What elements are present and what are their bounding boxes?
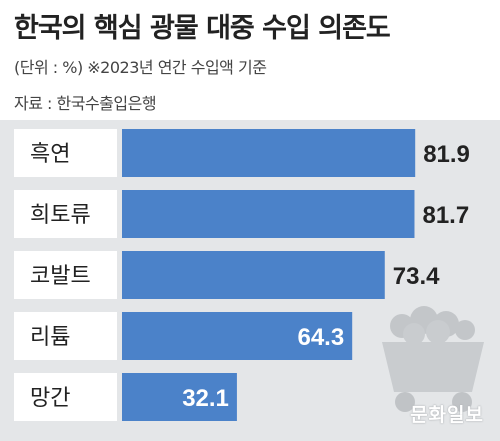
bar — [122, 190, 415, 238]
category-label-box — [14, 190, 117, 238]
value-label: 64.3 — [297, 324, 344, 351]
category-label-box — [14, 251, 117, 299]
unit-note: (단위 : %) ※2023년 연간 수입액 기준 — [14, 58, 267, 77]
category-label-box — [14, 129, 117, 177]
value-label: 81.7 — [422, 202, 469, 229]
category-label: 코발트 — [30, 264, 91, 289]
chart-title: 한국의 핵심 광물 대중 수입 의존도 — [14, 13, 391, 44]
category-label: 망간 — [30, 386, 70, 411]
publisher-watermark: 문화일보 — [410, 404, 484, 426]
bar — [122, 251, 385, 299]
mine-cart-icon — [382, 306, 484, 412]
category-label: 흑연 — [30, 142, 70, 167]
category-label-box — [14, 312, 117, 360]
source-note: 자료 : 한국수출입은행 — [14, 94, 157, 113]
bar — [122, 373, 237, 421]
bar — [122, 129, 416, 177]
category-label: 리튬 — [30, 325, 70, 350]
bar-chart: 흑연 81.9 희토류 81.7 코발트 73.4 리튬 64.3 망간 32.1 — [14, 129, 484, 421]
category-label-box — [14, 373, 117, 421]
bar — [122, 312, 353, 360]
value-label: 81.9 — [423, 141, 470, 168]
chart-panel: 흑연 81.9 희토류 81.7 코발트 73.4 리튬 64.3 망간 32.1 문화일보 — [0, 120, 500, 441]
value-label: 73.4 — [393, 263, 440, 290]
category-label: 희토류 — [30, 203, 91, 228]
value-label: 32.1 — [182, 385, 229, 412]
